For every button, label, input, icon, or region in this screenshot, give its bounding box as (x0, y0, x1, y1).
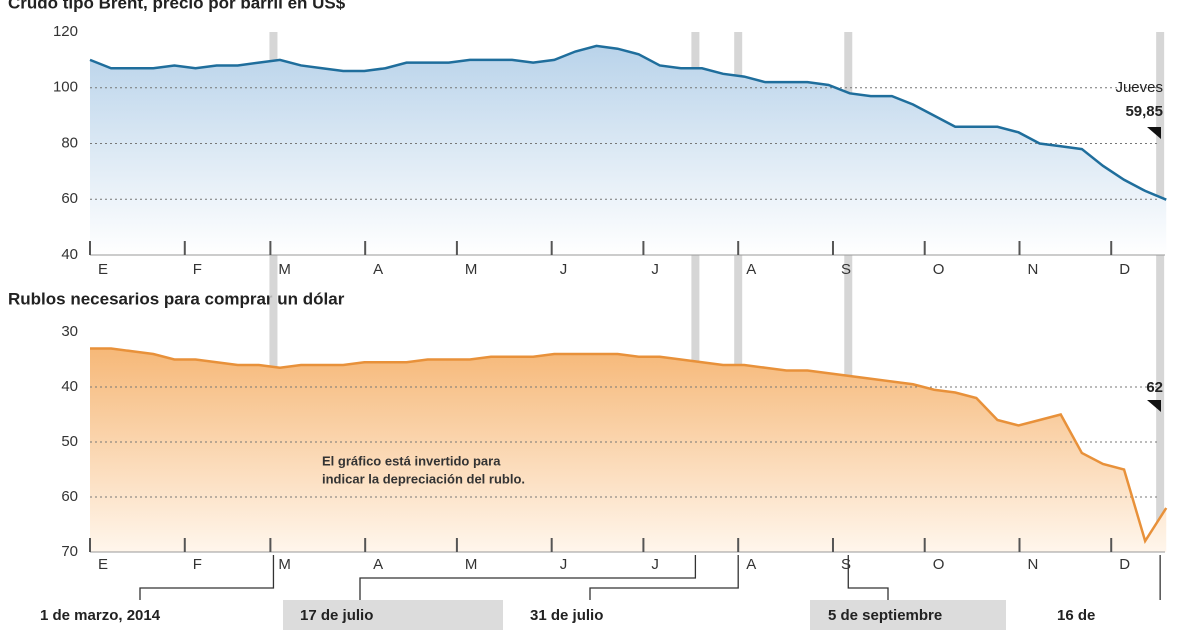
x-tick-label: D (1119, 556, 1130, 573)
y-tick-label: 100 (53, 79, 78, 96)
y-tick-label: 30 (61, 323, 78, 340)
x-tick-label: A (746, 556, 756, 573)
x-tick-label: J (651, 556, 659, 573)
connector (359, 555, 697, 600)
y-tick-label: 60 (61, 190, 78, 207)
event-label: 1 de marzo, 2014 (40, 607, 161, 624)
pointer (1147, 127, 1161, 139)
value-label: 59,85 (1125, 103, 1163, 120)
annotation: El gráfico está invertido para (322, 453, 501, 468)
y-tick-label: 120 (53, 23, 78, 40)
event-band (734, 32, 743, 552)
connector (139, 555, 275, 600)
x-tick-label: A (373, 261, 383, 278)
y-tick-label: 50 (61, 433, 78, 450)
connector (847, 555, 889, 600)
chart-title: Crudo tipo Brent, precio por barril en U… (8, 0, 346, 12)
x-tick-label: A (373, 556, 383, 573)
x-tick-label: D (1119, 261, 1130, 278)
x-tick-label: M (465, 556, 478, 573)
x-tick-label: E (98, 261, 108, 278)
event-label: 16 de (1057, 607, 1095, 624)
y-tick-label: 80 (61, 134, 78, 151)
pointer (1147, 400, 1161, 412)
event-band (269, 32, 278, 552)
event-box (283, 600, 503, 630)
x-tick-label: O (933, 556, 945, 573)
y-tick-label: 40 (61, 378, 78, 395)
annotation: indicar la depreciación del rublo. (322, 471, 525, 486)
event-box (810, 600, 1006, 630)
chart-title: Rublos necesarios para comprar un dólar (8, 289, 345, 308)
y-tick-label: 60 (61, 488, 78, 505)
x-tick-label: A (746, 261, 756, 278)
x-tick-label: J (560, 556, 568, 573)
event-label: 31 de julio (530, 607, 603, 624)
connector (589, 555, 739, 600)
x-tick-label: N (1027, 556, 1038, 573)
x-tick-label: S (841, 261, 851, 278)
event-label: 5 de septiembre (828, 607, 942, 624)
x-tick-label: F (193, 261, 202, 278)
line (90, 347, 1168, 544)
x-tick-label: M (278, 556, 291, 573)
x-tick-label: N (1027, 261, 1038, 278)
y-tick-label: 40 (61, 246, 78, 263)
x-tick-label: J (651, 261, 659, 278)
x-tick-label: M (278, 261, 291, 278)
y-tick-label: 70 (61, 543, 78, 560)
line (89, 44, 1167, 201)
x-tick-label: E (98, 556, 108, 573)
x-tick-label: J (560, 261, 568, 278)
x-tick-label: O (933, 261, 945, 278)
x-tick-label: M (465, 261, 478, 278)
event-band (1156, 32, 1165, 552)
event-band (844, 32, 853, 552)
value-label: 62 (1146, 379, 1163, 396)
x-tick-label: S (841, 556, 851, 573)
annotation: Jueves (1115, 79, 1163, 96)
x-tick-label: F (193, 556, 202, 573)
event-label: 17 de julio (300, 607, 373, 624)
area (90, 45, 1167, 255)
event-band (691, 32, 700, 552)
area (90, 348, 1167, 552)
